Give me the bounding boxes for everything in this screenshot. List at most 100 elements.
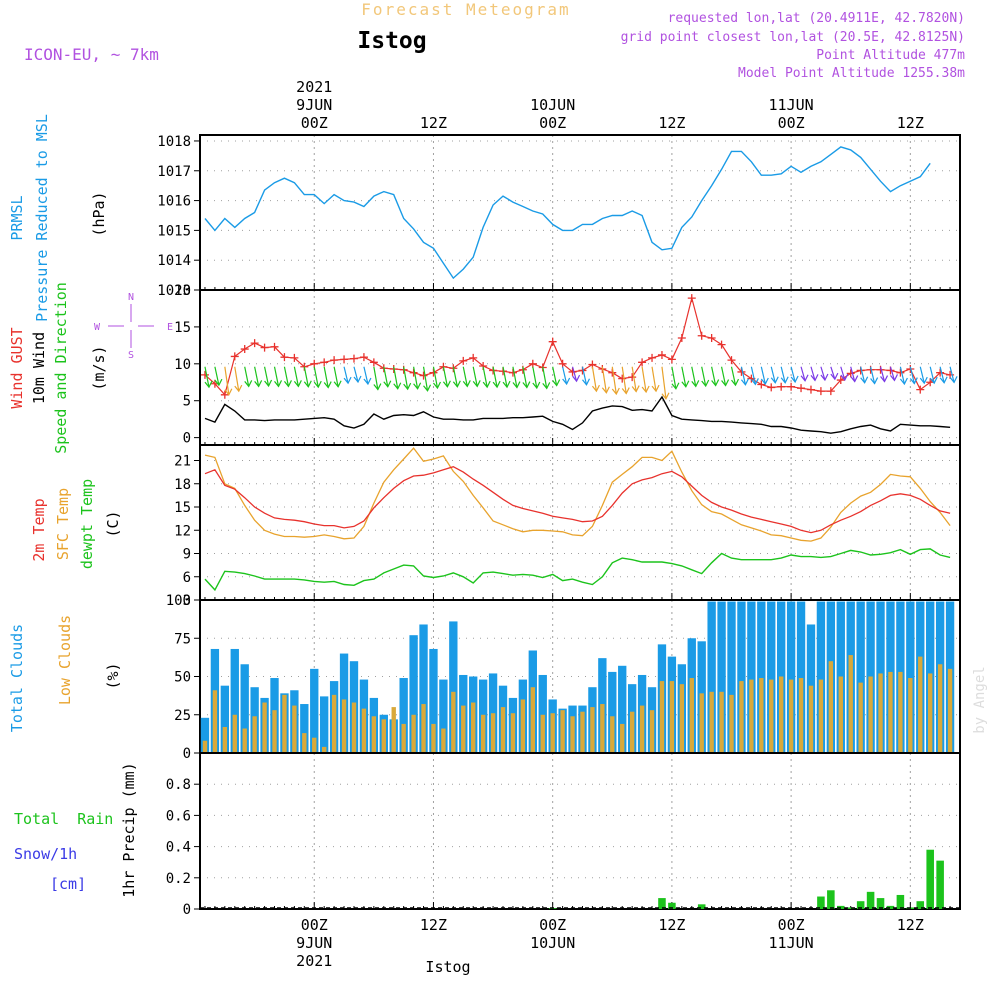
watermark: by Angel — [972, 666, 988, 733]
low-cloud-bar — [868, 676, 873, 753]
gust-marker — [330, 356, 339, 365]
wind-arrow-head — [393, 382, 402, 390]
y-tick-label: 21 — [174, 454, 191, 470]
wind-arrow — [224, 366, 233, 396]
low-cloud-bar — [282, 694, 287, 753]
gust-marker — [419, 371, 428, 380]
wind-arrow — [939, 366, 948, 384]
y-tick-label: 20 — [174, 283, 191, 299]
gust-marker — [469, 353, 478, 362]
low-cloud-bar — [808, 685, 814, 753]
wind-arrow-head — [502, 380, 511, 389]
wind-arrow-head — [343, 376, 352, 385]
wind-arrow-head — [800, 374, 809, 382]
wind-arrow-shaft — [691, 366, 697, 387]
wind-arrow-shaft — [323, 366, 329, 388]
gust-marker — [757, 380, 766, 389]
time-label: 2021 — [296, 78, 332, 96]
wind-arrow — [760, 366, 769, 386]
wind-arrow-head — [462, 380, 471, 388]
gust-marker — [359, 353, 368, 362]
y-tick-label: 1016 — [157, 194, 191, 210]
wind-arrow-shaft — [363, 366, 369, 385]
wind-arrow-shaft — [472, 366, 478, 387]
gust-marker — [429, 368, 438, 377]
y-tick-label: 1014 — [157, 253, 191, 269]
y-tick-label: 6 — [183, 570, 191, 586]
wind-arrow-shaft — [899, 366, 905, 385]
wind-arrow-head — [204, 380, 213, 389]
wind-arrow-shaft — [651, 366, 657, 392]
wind-arrow — [820, 366, 829, 382]
gust-marker — [797, 384, 806, 393]
total-cloud-bar — [538, 674, 547, 753]
total-cloud-bar — [906, 601, 915, 753]
wind-arrow — [293, 366, 302, 388]
wind-arrow — [889, 366, 898, 382]
gust-line — [204, 297, 951, 397]
wind-arrow — [571, 366, 581, 383]
time-label: 00Z — [539, 916, 566, 934]
time-label: 11JUN — [769, 96, 814, 114]
wind-arrow-head — [780, 376, 789, 384]
gust-marker — [290, 353, 299, 362]
total-cloud-bar — [240, 664, 249, 753]
time-label: 00Z — [778, 916, 805, 934]
wind-arrow — [422, 366, 432, 392]
chart-supertitle: Forecast Meteogram — [361, 0, 570, 19]
y-tick-label: 1015 — [157, 223, 191, 239]
pressure-panel: 1013 1014 1015 1016 1017 1018 — [157, 134, 961, 299]
cloud-labels: Total Clouds Low Clouds (%) by Angel — [8, 615, 988, 734]
wind-arrow-shaft — [452, 366, 458, 387]
wind-arrow — [244, 366, 253, 388]
time-label: 10JUN — [530, 96, 575, 114]
wind-arrow-head — [353, 375, 362, 384]
wind-arrow — [929, 366, 938, 385]
low-cloud-bar — [431, 723, 436, 753]
wind-arrow-shaft — [860, 366, 866, 383]
y-tick-label: 0 — [183, 746, 191, 762]
wind-arrow-head — [492, 380, 501, 389]
rain-bar — [886, 905, 895, 909]
wind-arrow — [730, 366, 740, 387]
gust-marker — [200, 370, 209, 379]
wind-arrow — [273, 366, 283, 388]
wind-arrow-head — [651, 384, 660, 393]
wind-arrow-shaft — [870, 366, 876, 384]
gust-marker — [767, 383, 776, 392]
wind-arrow-head — [919, 376, 928, 385]
wind-arrow — [701, 366, 710, 388]
gust-marker — [230, 352, 239, 361]
wind-arrow — [333, 366, 342, 388]
y-tick-label: 9 — [183, 547, 191, 563]
total-cloud-bar — [737, 601, 746, 753]
low-cloud-bar — [600, 704, 605, 753]
wind-arrow — [552, 366, 561, 387]
y-tick-label: 1013 — [157, 283, 191, 299]
wind-arrow-head — [909, 377, 918, 385]
wind-arrow-shaft — [929, 366, 935, 384]
wind-arrow-shaft — [393, 366, 399, 389]
wind-arrow-shaft — [730, 366, 737, 386]
wind-arrow-shaft — [671, 366, 677, 389]
low-cloud-bar — [878, 673, 883, 753]
wind-label-gust: Wind GUST — [8, 327, 26, 408]
total-cloud-bar — [200, 717, 210, 753]
wind-arrow-shaft — [641, 366, 647, 393]
wind-arrow — [601, 366, 610, 394]
wind-arrow — [800, 366, 809, 382]
wind-arrow-shaft — [770, 366, 776, 383]
wind-arrow-head — [870, 377, 879, 385]
total-cloud-bar — [439, 679, 448, 753]
wind-arrow-head — [631, 385, 640, 393]
total-cloud-bar — [429, 648, 438, 753]
wind-arrow-head — [830, 372, 839, 381]
total-cloud-bar — [230, 648, 239, 753]
rain-bar — [866, 891, 875, 909]
wind-arrow — [492, 366, 501, 389]
wind-arrow-shaft — [840, 366, 846, 381]
low-cloud-bar — [838, 676, 843, 753]
wind-arrow-shaft — [810, 366, 816, 381]
low-cloud-bar — [590, 707, 595, 753]
wind-arrow-head — [303, 380, 312, 388]
